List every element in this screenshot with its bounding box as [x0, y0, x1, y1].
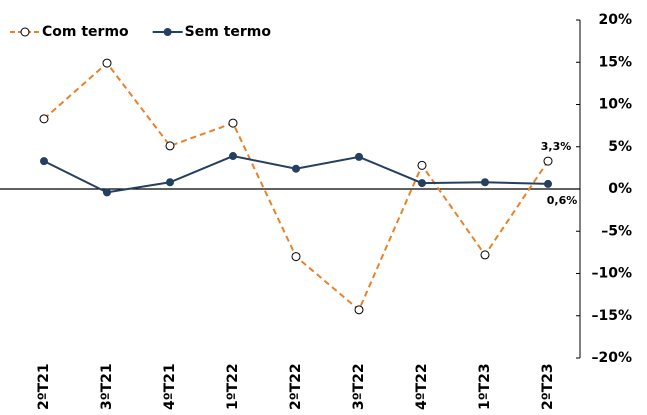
legend-label: Sem termo	[185, 24, 272, 40]
point	[480, 250, 490, 260]
y-tick-label: 5%	[608, 139, 632, 155]
x-tick-label: 2ºT23	[540, 363, 556, 410]
y-tick-label: 0%	[608, 181, 632, 197]
y-tick-label: 20%	[598, 12, 632, 28]
x-tick-label: 2ºT21	[36, 363, 52, 410]
x-tick-label: 4ºT22	[414, 363, 430, 410]
x-tick-label: 2ºT22	[288, 363, 304, 410]
point	[417, 160, 427, 170]
point	[103, 188, 111, 197]
legend-marker	[20, 27, 30, 37]
x-tick-label: 1ºT22	[225, 363, 241, 410]
point	[292, 164, 300, 173]
y-tick-label: –20%	[591, 350, 632, 366]
point	[166, 178, 174, 187]
point	[102, 58, 112, 68]
point	[228, 118, 238, 128]
point	[165, 141, 175, 151]
point	[291, 252, 301, 262]
point	[40, 157, 48, 166]
x-tick-label: 1ºT23	[477, 363, 493, 410]
point	[39, 114, 49, 124]
y-tick-label: –15%	[591, 308, 632, 324]
point	[354, 305, 364, 315]
x-tick-label: 3ºT22	[351, 363, 367, 410]
legend-marker	[163, 28, 172, 36]
point	[481, 178, 489, 187]
point	[543, 156, 553, 166]
value-label: 0,6%	[547, 194, 578, 207]
point	[544, 179, 552, 188]
series-line	[43, 61, 549, 312]
value-label: 3,3%	[541, 140, 572, 153]
point	[229, 152, 237, 161]
point	[355, 152, 363, 161]
y-tick-label: –10%	[591, 266, 632, 282]
point	[418, 179, 426, 188]
x-tick-label: 4ºT21	[162, 363, 178, 410]
y-tick-label: –5%	[601, 223, 632, 239]
x-tick-label: 3ºT21	[99, 363, 115, 410]
y-tick-label: 10%	[598, 97, 632, 113]
y-tick-label: 15%	[598, 54, 632, 70]
series-line	[43, 155, 549, 194]
legend-label: Com termo	[42, 24, 129, 40]
